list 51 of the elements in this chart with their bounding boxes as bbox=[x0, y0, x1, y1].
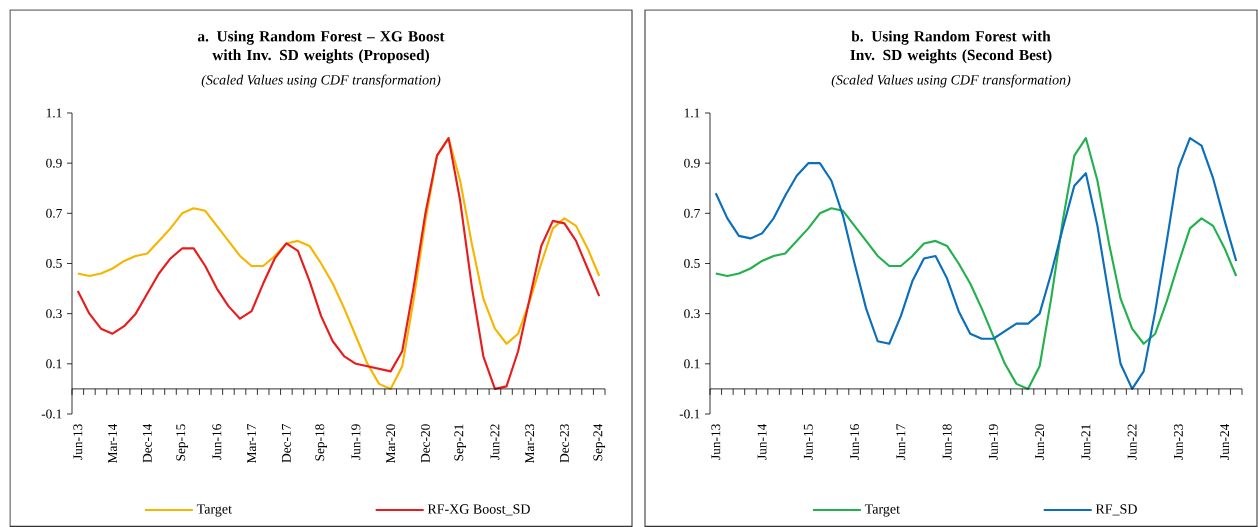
x-tick-label: Sep-15 bbox=[176, 424, 188, 461]
y-tick-label: 0.9 bbox=[684, 158, 700, 168]
x-tick-label: Jun-19 bbox=[988, 424, 998, 460]
x-tick-label: Dec-14 bbox=[142, 423, 152, 463]
y-tick-label: 1.1 bbox=[46, 108, 62, 118]
chart-title: a. Using Random Forest – XG Boost with Inv. SD weights (Proposed) bbox=[197, 30, 445, 64]
x-tick-label: Jun-16 bbox=[212, 424, 222, 460]
legend-label: RF-XG Boost_SD bbox=[427, 504, 530, 516]
x-tick-label: Jun-24 bbox=[1220, 423, 1230, 460]
y-tick-label: 0.9 bbox=[46, 158, 62, 168]
y-tick-label: -0.1 bbox=[679, 409, 700, 419]
x-tick-label: Mar-20 bbox=[386, 424, 396, 464]
x-tick-label: Jun-17 bbox=[896, 424, 906, 460]
x-tick-label: Jun-19 bbox=[351, 424, 361, 460]
x-tick-label: Dec-23 bbox=[559, 424, 569, 463]
x-tick-label: Jun-14 bbox=[757, 423, 767, 460]
y-tick-label: 0.7 bbox=[684, 208, 700, 218]
y-tick-label: 0.3 bbox=[684, 309, 700, 319]
chart-title: b. Using Random Forest with Inv. SD weights (Second Best) bbox=[850, 30, 1052, 64]
legend-label: RF_SD bbox=[1095, 504, 1137, 516]
x-tick-label: Jun-23 bbox=[1173, 424, 1183, 460]
x-tick-label: Jun-20 bbox=[1035, 424, 1045, 460]
x-tick-label: Jun-13 bbox=[711, 424, 721, 460]
x-tick-label: Jun-21 bbox=[1081, 424, 1091, 460]
y-tick-label: 0.5 bbox=[684, 258, 700, 269]
x-tick-label: Sep-21 bbox=[454, 424, 467, 461]
y-tick-label: 0.7 bbox=[46, 208, 62, 218]
line-series bbox=[76, 137, 601, 390]
legend-label: Target bbox=[864, 504, 900, 517]
x-tick-label: Mar-17 bbox=[247, 424, 257, 464]
chart-subtitle: (Scaled Values using CDF transformation) bbox=[831, 74, 1071, 88]
y-tick-label: 1.1 bbox=[684, 108, 700, 118]
x-tick-label: Sep-18 bbox=[315, 424, 327, 461]
legend-label: Target bbox=[196, 504, 232, 517]
x-tick-label: Jun-15 bbox=[803, 424, 813, 460]
y-tick-label: 0.5 bbox=[46, 258, 62, 269]
y-tick-label: 0.1 bbox=[46, 359, 62, 369]
x-tick-label: Jun-16 bbox=[850, 424, 860, 460]
x-tick-label: Jun-13 bbox=[73, 424, 83, 460]
x-tick-label: Dec-17 bbox=[281, 424, 291, 463]
x-tick-label: Jun-22 bbox=[490, 424, 500, 460]
x-tick-label: Jun-18 bbox=[942, 424, 952, 460]
x-tick-label: Sep-24 bbox=[593, 423, 606, 461]
x-tick-label: Mar-14 bbox=[108, 423, 118, 464]
y-tick-label: 0.3 bbox=[46, 309, 62, 319]
x-tick-label: Jun-22 bbox=[1127, 424, 1137, 460]
y-tick-label: 0.1 bbox=[684, 359, 700, 369]
chart-subtitle: (Scaled Values using CDF transformation) bbox=[201, 74, 441, 88]
x-tick-label: Dec-20 bbox=[420, 424, 430, 463]
x-tick-label: Mar-23 bbox=[525, 424, 535, 464]
y-tick-label: -0.1 bbox=[41, 409, 62, 419]
